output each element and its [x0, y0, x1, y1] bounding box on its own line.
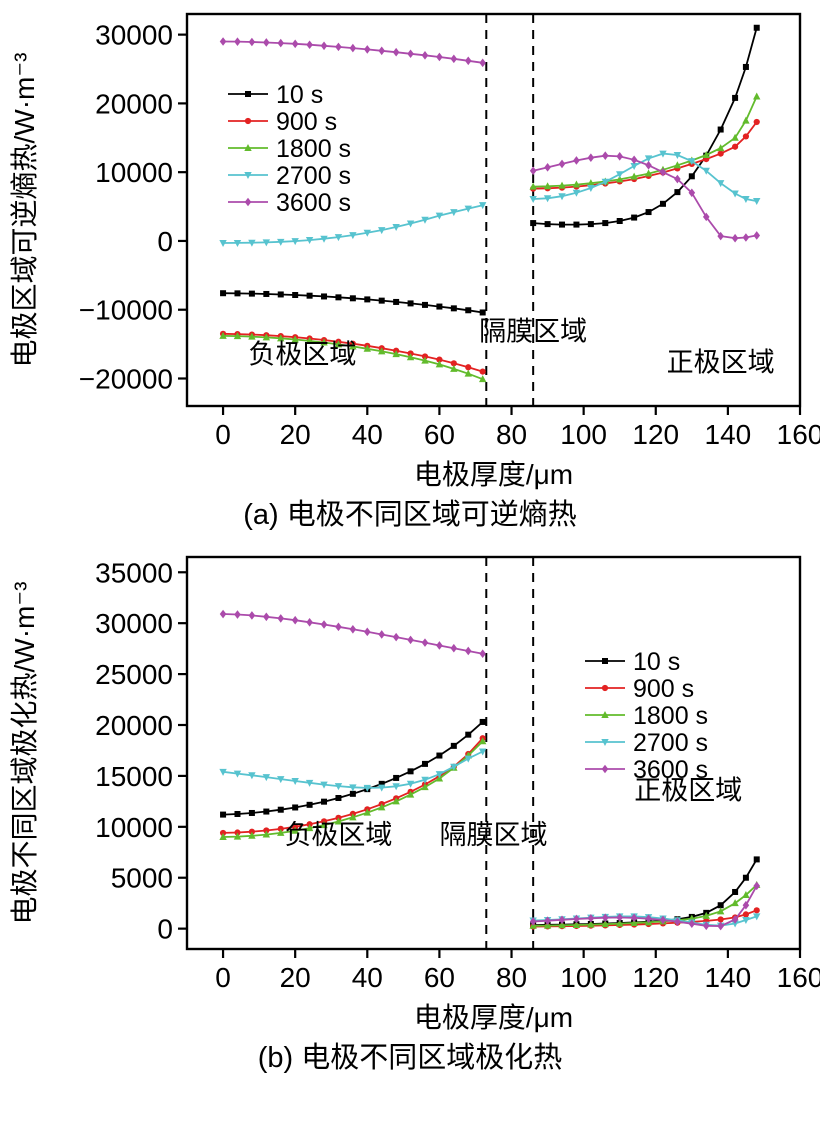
- x-tick-label: 80: [496, 962, 527, 993]
- x-tick-label: 120: [632, 962, 679, 993]
- chart-b-canvas: 0 20 40 60 80 100 120 140 160 0 5000 10000 15000 2000…: [9, 555, 820, 1033]
- y-axis-label: 电极不同区域极化热/W·m⁻³: [9, 582, 40, 925]
- region-annotation: 负极区域: [248, 339, 356, 369]
- y-tick-label: 35000: [95, 557, 173, 588]
- axes: 0 20 40 60 80 100 120 140 160 −20000 −10000 0 10000 2…: [79, 12, 820, 450]
- y-tick-label: 10000: [95, 157, 173, 188]
- region-annotation: 负极区域: [284, 820, 392, 850]
- legend-label: 900 s: [276, 108, 337, 136]
- x-tick-label: 40: [352, 962, 383, 993]
- y-tick-label: 25000: [95, 659, 173, 690]
- series-10s: [220, 24, 760, 316]
- y-tick-label: 15000: [95, 761, 173, 792]
- x-tick-label: 20: [280, 419, 311, 450]
- axes: 0 20 40 60 80 100 120 140 160 0 5000 10000 15000 2000…: [95, 555, 820, 993]
- legend-label: 1800 s: [633, 702, 708, 730]
- y-tick-label: 0: [157, 226, 173, 257]
- x-tick-label: 60: [424, 419, 455, 450]
- x-axis-label: 电极厚度/μm: [414, 1002, 573, 1033]
- y-tick-label: −10000: [79, 295, 173, 326]
- x-tick-label: 60: [424, 962, 455, 993]
- y-tick-label: −20000: [79, 363, 173, 394]
- y-tick-label: 10000: [95, 812, 173, 843]
- x-tick-label: 0: [215, 419, 231, 450]
- x-tick-label: 160: [777, 962, 820, 993]
- legend-label: 900 s: [633, 675, 694, 703]
- region-annotation: 正极区域: [634, 775, 742, 805]
- x-tick-label: 40: [352, 419, 383, 450]
- x-axis-label: 电极厚度/μm: [414, 459, 573, 490]
- region-annotation: 正极区域: [667, 348, 775, 378]
- x-tick-label: 80: [496, 419, 527, 450]
- legend-label: 2700 s: [633, 729, 708, 757]
- figure-b: 0 20 40 60 80 100 120 140 160 0 5000 10000 15000 2000…: [0, 549, 820, 1076]
- series-1800s: [219, 737, 761, 929]
- y-tick-label: 30000: [95, 608, 173, 639]
- legend-label: 3600 s: [276, 189, 351, 217]
- y-tick-label: 0: [157, 914, 173, 945]
- legend-label: 10 s: [633, 648, 680, 676]
- series-3600s: [219, 609, 761, 931]
- caption-a: (a) 电极不同区域可逆熵热: [243, 499, 577, 531]
- legend-label: 10 s: [276, 81, 323, 109]
- legend-label: 3600 s: [633, 756, 708, 784]
- series-3600s: [219, 37, 761, 243]
- x-tick-label: 20: [280, 962, 311, 993]
- caption-b: (b) 电极不同区域极化热: [257, 1042, 563, 1074]
- y-axis-label: 电极区域可逆熵热/W·m⁻³: [9, 53, 40, 368]
- y-tick-label: 20000: [95, 88, 173, 119]
- x-tick-label: 100: [560, 962, 607, 993]
- x-tick-label: 140: [705, 419, 752, 450]
- region-annotation: 隔膜区域: [440, 820, 548, 850]
- y-tick-label: 5000: [111, 863, 173, 894]
- region-annotation: 隔膜区域: [479, 317, 587, 347]
- x-tick-label: 160: [777, 419, 820, 450]
- x-tick-label: 100: [560, 419, 607, 450]
- chart-a-canvas: 0 20 40 60 80 100 120 140 160 −20000 −10000 0 10000 2…: [9, 12, 820, 490]
- y-tick-label: 30000: [95, 20, 173, 51]
- plot-border: [185, 555, 802, 951]
- y-tick-label: 20000: [95, 710, 173, 741]
- figure-a: 0 20 40 60 80 100 120 140 160 −20000 −10000 0 10000 2…: [0, 6, 820, 533]
- x-tick-label: 140: [705, 962, 752, 993]
- figure-page: 0 20 40 60 80 100 120 140 160 −20000 −10000 0 10000 2…: [0, 6, 820, 1076]
- series-1800s: [219, 92, 761, 383]
- series-2700s: [219, 748, 761, 930]
- legend-label: 2700 s: [276, 162, 351, 190]
- x-tick-label: 0: [215, 962, 231, 993]
- plot-border: [185, 12, 802, 408]
- legend-label: 1800 s: [276, 135, 351, 163]
- x-tick-label: 120: [632, 419, 679, 450]
- series-2700s: [219, 150, 761, 248]
